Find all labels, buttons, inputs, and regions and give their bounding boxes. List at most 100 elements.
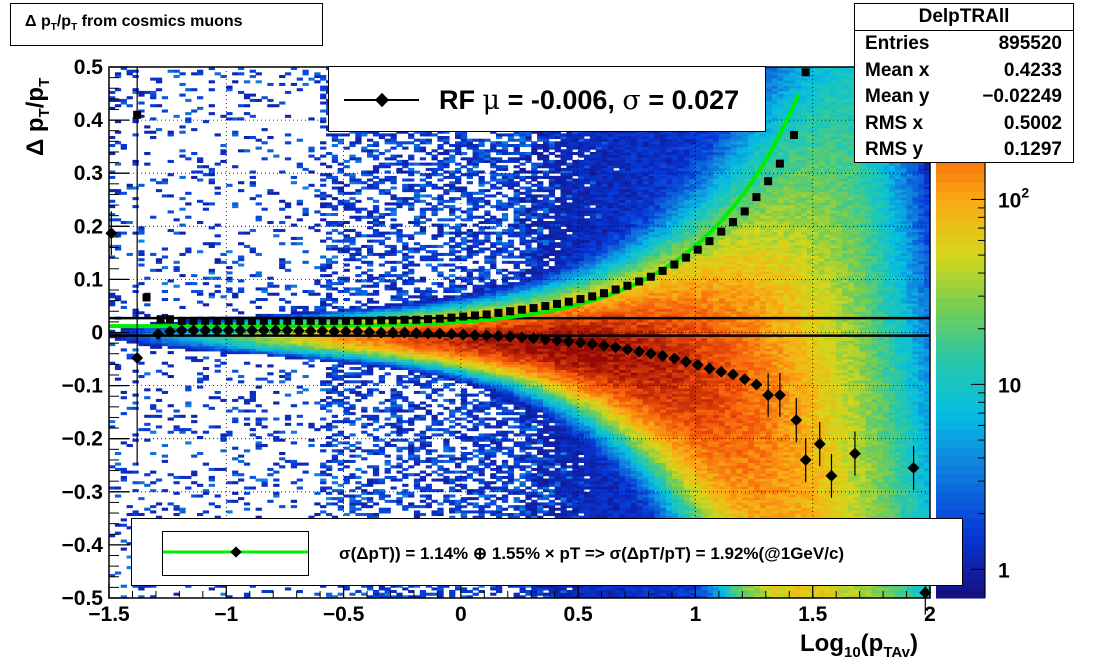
heatmap-cell [507,417,515,421]
heatmap-cell [214,345,221,349]
heatmap-cell [402,141,409,145]
heatmap-cell [173,425,180,429]
heatmap-cell [484,425,491,429]
heatmap-cell [214,234,221,238]
heatmap-cell [478,438,485,442]
heatmap-cell [343,396,350,400]
heatmap-cell [501,497,509,501]
heatmap-cell [337,420,344,424]
heatmap-cell [144,327,151,331]
heatmap-cell [349,388,356,392]
heatmap-cell [413,303,421,307]
heatmap-cell [478,446,485,450]
heatmap-cell [513,221,520,225]
heatmap-cell [249,398,256,402]
heatmap-cell [408,590,415,594]
heatmap-cell [372,292,380,296]
heatmap-cell [496,497,503,501]
heatmap-cell [425,258,432,262]
heatmap-cell [114,162,122,166]
heatmap-cell [460,186,468,190]
heatmap-cell [214,260,221,264]
heatmap-cell [220,159,227,163]
heatmap-cell [466,271,473,275]
heatmap-cell [455,356,462,360]
heatmap-cell [490,513,497,517]
heatmap-cell [320,300,327,304]
heatmap-cell [255,327,262,331]
heatmap-cell [507,478,515,482]
heatmap-cell [314,348,321,352]
heatmap-cell [114,120,122,124]
heatmap-cell [484,422,491,426]
heatmap-cell [378,279,386,283]
heatmap-cell [255,422,262,426]
heatmap-cell [208,475,215,479]
heatmap-cell [484,300,491,304]
heatmap-cell [349,144,356,148]
heatmap-cell [372,343,380,347]
heatmap-cell [466,305,473,309]
heatmap-cell [296,77,303,81]
heatmap-cell [496,361,503,365]
heatmap-cell [126,186,133,190]
heatmap-cell [279,348,286,352]
heatmap-cell [396,239,403,243]
heatmap-cell [384,133,391,137]
heatmap-cell [273,154,280,158]
heatmap-cell [490,587,497,591]
heatmap-cell [378,311,386,315]
heatmap-cell [343,372,350,376]
heatmap-cell [513,385,520,389]
heatmap-cell [255,194,262,198]
heatmap-cell [296,236,303,240]
heatmap-cell [302,345,309,349]
heatmap-cell [460,459,468,463]
heatmap-cell [431,433,438,437]
heatmap-cell [302,210,309,214]
heatmap-cell [460,327,468,331]
heatmap-cell [472,215,479,219]
heatmap-cell [507,229,515,233]
heatmap-cell [478,250,485,254]
heatmap-cell [513,497,520,501]
heatmap-cell [349,258,356,262]
heatmap-cell [443,300,450,304]
heatmap-cell [202,430,210,434]
heatmap-cell [455,207,462,211]
heatmap-cell [132,120,139,124]
heatmap-cell [478,290,485,294]
heatmap-cell [284,345,292,349]
heatmap-cell [144,313,151,317]
heatmap-cell [314,75,321,79]
heatmap-cell [443,449,450,453]
heatmap-cell [443,252,450,256]
heatmap-cell [267,321,274,325]
heatmap-cell [484,292,491,296]
heatmap-cell [496,470,503,474]
heatmap-cell [460,189,468,193]
heatmap-cell [361,361,368,365]
heatmap-cell [460,513,468,517]
heatmap-cell [290,353,298,357]
heatmap-cell [490,178,497,182]
heatmap-cell [449,197,456,201]
heatmap-cell [343,475,350,479]
heatmap-cell [396,361,403,365]
heatmap-cell [460,191,468,195]
heatmap-cell [396,417,403,421]
heatmap-cell [408,406,415,410]
heatmap-cell [419,382,427,386]
heatmap-cell [367,250,374,254]
heatmap-cell [220,361,227,365]
heatmap-cell [132,369,139,373]
heatmap-cell [343,417,350,421]
heatmap-cell [150,268,157,272]
heatmap-cell [425,369,432,373]
heatmap-cell [408,367,415,371]
heatmap-cell [290,337,298,341]
heatmap-cell [337,189,344,193]
heatmap-cell [290,499,298,503]
heatmap-cell [138,329,145,333]
heatmap-cell [290,308,298,312]
